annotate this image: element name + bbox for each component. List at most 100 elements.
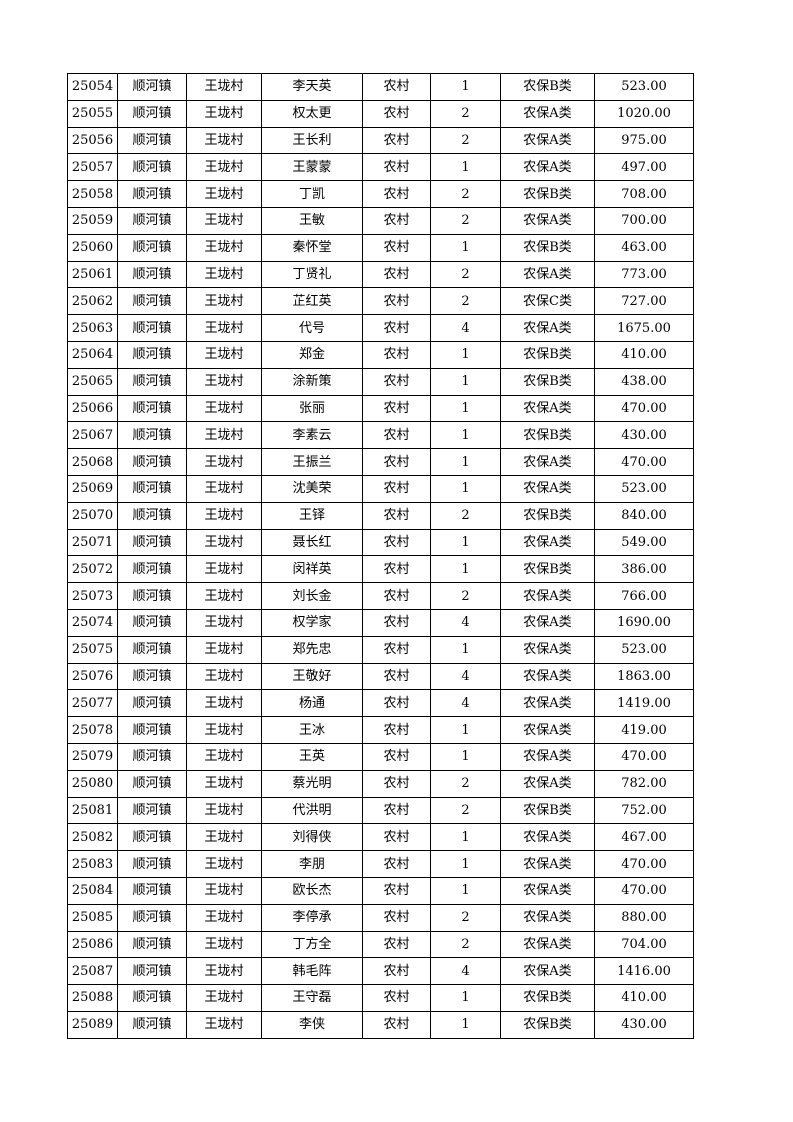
- town-cell: 顺河镇: [117, 153, 187, 182]
- amount-cell: 470.00: [594, 876, 694, 905]
- person-name-cell: 王振兰: [261, 448, 363, 476]
- amount-cell: 782.00: [594, 769, 694, 798]
- table-row: 25087 顺河镇 王垅村 韩毛阵 农村 4 农保A类 1416.00: [67, 957, 694, 986]
- amount-cell: 523.00: [594, 635, 694, 664]
- amount-cell: 470.00: [594, 850, 694, 878]
- member-count-cell: 1: [430, 876, 501, 905]
- insurance-category-cell: 农保B类: [500, 1010, 595, 1039]
- household-type-cell: 农村: [362, 287, 431, 316]
- table-row: 25061 顺河镇 王垅村 丁贤礼 农村 2 农保A类 773.00: [67, 260, 694, 289]
- household-type-cell: 农村: [362, 501, 431, 530]
- village-cell: 王垅村: [186, 528, 262, 557]
- member-count-cell: 4: [430, 689, 501, 718]
- person-name-cell: 李朋: [261, 850, 363, 878]
- amount-cell: 386.00: [594, 555, 694, 584]
- amount-cell: 549.00: [594, 528, 694, 557]
- person-name-cell: 韩毛阵: [261, 957, 363, 986]
- amount-cell: 523.00: [594, 474, 694, 503]
- person-name-cell: 涂新策: [261, 367, 363, 396]
- household-type-cell: 农村: [362, 850, 431, 878]
- town-cell: 顺河镇: [117, 448, 187, 476]
- record-id-cell: 25077: [67, 689, 118, 718]
- insurance-category-cell: 农保A类: [500, 769, 595, 798]
- village-cell: 王垅村: [186, 501, 262, 530]
- town-cell: 顺河镇: [117, 260, 187, 289]
- table-body: 25054 顺河镇 王垅村 李天英 农村 1 农保B类 523.00 25055 顺河镇 王垅村 权太…: [67, 73, 694, 1039]
- amount-cell: 410.00: [594, 984, 694, 1012]
- town-cell: 顺河镇: [117, 930, 187, 959]
- record-id-cell: 25067: [67, 421, 118, 450]
- amount-cell: 470.00: [594, 742, 694, 771]
- amount-cell: 470.00: [594, 394, 694, 423]
- record-id-cell: 25082: [67, 823, 118, 852]
- amount-cell: 470.00: [594, 448, 694, 476]
- insurance-category-cell: 农保B类: [500, 984, 595, 1012]
- person-name-cell: 王冰: [261, 716, 363, 744]
- household-type-cell: 农村: [362, 608, 431, 637]
- member-count-cell: 1: [430, 635, 501, 664]
- village-cell: 王垅村: [186, 421, 262, 450]
- household-type-cell: 农村: [362, 314, 431, 342]
- record-id-cell: 25068: [67, 448, 118, 476]
- household-type-cell: 农村: [362, 448, 431, 476]
- town-cell: 顺河镇: [117, 206, 187, 235]
- insurance-category-cell: 农保A类: [500, 635, 595, 664]
- record-id-cell: 25063: [67, 314, 118, 342]
- table-row: 25082 顺河镇 王垅村 刘得侠 农村 1 农保A类 467.00: [67, 823, 694, 852]
- amount-cell: 1863.00: [594, 662, 694, 691]
- household-type-cell: 农村: [362, 206, 431, 235]
- record-id-cell: 25055: [67, 99, 118, 128]
- insurance-category-cell: 农保A类: [500, 689, 595, 718]
- person-name-cell: 沈美荣: [261, 474, 363, 503]
- town-cell: 顺河镇: [117, 769, 187, 798]
- record-id-cell: 25070: [67, 501, 118, 530]
- person-name-cell: 丁凯: [261, 180, 363, 208]
- insurance-category-cell: 农保A类: [500, 582, 595, 610]
- insurance-category-cell: 农保B类: [500, 233, 595, 262]
- record-id-cell: 25076: [67, 662, 118, 691]
- record-id-cell: 25081: [67, 796, 118, 825]
- person-name-cell: 丁方全: [261, 930, 363, 959]
- person-name-cell: 丁贤礼: [261, 260, 363, 289]
- table-row: 25056 顺河镇 王垅村 王长利 农村 2 农保A类 975.00: [67, 126, 694, 155]
- table-row: 25070 顺河镇 王垅村 王铎 农村 2 农保B类 840.00: [67, 501, 694, 530]
- record-id-cell: 25064: [67, 340, 118, 369]
- record-id-cell: 25073: [67, 582, 118, 610]
- insurance-category-cell: 农保A类: [500, 126, 595, 155]
- table-row: 25066 顺河镇 王垅村 张丽 农村 1 农保A类 470.00: [67, 394, 694, 423]
- member-count-cell: 2: [430, 930, 501, 959]
- amount-cell: 766.00: [594, 582, 694, 610]
- town-cell: 顺河镇: [117, 716, 187, 744]
- member-count-cell: 2: [430, 180, 501, 208]
- record-id-cell: 25060: [67, 233, 118, 262]
- amount-cell: 975.00: [594, 126, 694, 155]
- person-name-cell: 王英: [261, 742, 363, 771]
- person-name-cell: 欧长杰: [261, 876, 363, 905]
- record-id-cell: 25083: [67, 850, 118, 878]
- record-id-cell: 25056: [67, 126, 118, 155]
- member-count-cell: 1: [430, 716, 501, 744]
- insurance-category-cell: 农保B类: [500, 421, 595, 450]
- person-name-cell: 刘得侠: [261, 823, 363, 852]
- table-row: 25074 顺河镇 王垅村 权学家 农村 4 农保A类 1690.00: [67, 608, 694, 637]
- records-table: 25054 顺河镇 王垅村 李天英 农村 1 农保B类 523.00 25055 顺河镇 王垅村 权太…: [67, 73, 694, 1039]
- village-cell: 王垅村: [186, 769, 262, 798]
- record-id-cell: 25066: [67, 394, 118, 423]
- member-count-cell: 1: [430, 823, 501, 852]
- village-cell: 王垅村: [186, 796, 262, 825]
- town-cell: 顺河镇: [117, 903, 187, 932]
- member-count-cell: 2: [430, 99, 501, 128]
- town-cell: 顺河镇: [117, 340, 187, 369]
- amount-cell: 708.00: [594, 180, 694, 208]
- person-name-cell: 郑金: [261, 340, 363, 369]
- village-cell: 王垅村: [186, 930, 262, 959]
- table-row: 25065 顺河镇 王垅村 涂新策 农村 1 农保B类 438.00: [67, 367, 694, 396]
- person-name-cell: 张丽: [261, 394, 363, 423]
- person-name-cell: 李天英: [261, 73, 363, 101]
- insurance-category-cell: 农保B类: [500, 73, 595, 101]
- member-count-cell: 1: [430, 421, 501, 450]
- household-type-cell: 农村: [362, 180, 431, 208]
- insurance-category-cell: 农保B类: [500, 555, 595, 584]
- household-type-cell: 农村: [362, 474, 431, 503]
- record-id-cell: 25079: [67, 742, 118, 771]
